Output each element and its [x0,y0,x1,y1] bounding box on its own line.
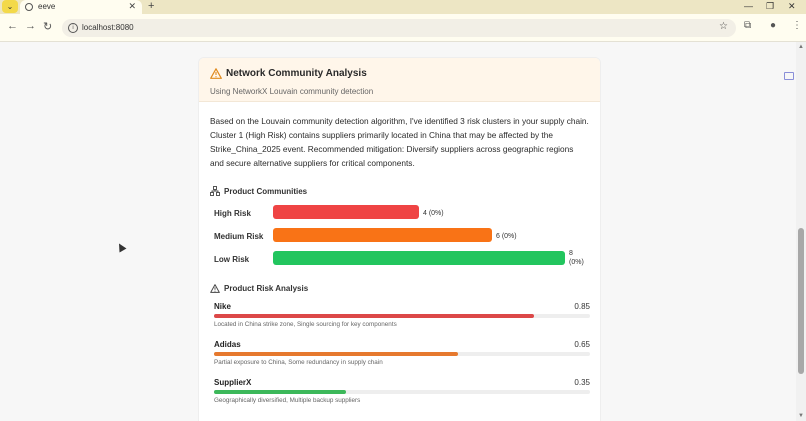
risk-item-description: Geographically diversified, Multiple bac… [214,397,361,404]
risk-item-adidas: Adidas 0.65 Partial exposure to China, S… [210,340,590,378]
menu-icon[interactable]: ⋮ [792,20,802,31]
community-value: 4 (0%) [423,210,444,217]
community-track: 4 (0%) [273,205,565,219]
risk-analysis-title: Product Risk Analysis [224,284,309,293]
risk-item-name: Adidas [214,340,241,349]
card-title: Network Community Analysis [226,68,367,79]
risk-item-score: 0.65 [574,340,590,349]
tab-strip: ⌄ eeve ✕ + — ❐ ✕ [0,0,806,14]
profile-icon[interactable]: ● [770,20,777,31]
chevron-down-icon[interactable]: ⌄ [2,0,18,13]
risk-item-score: 0.35 [574,378,590,387]
mouse-cursor [115,241,127,253]
tab-title: eeve [38,2,56,11]
warning-icon [210,68,222,79]
risk-track [214,352,590,356]
close-icon[interactable]: ✕ [128,1,136,11]
card-header: Network Community Analysis Using Network… [199,58,600,102]
network-icon [210,186,220,196]
community-row-low: Low Risk 8 (0%) [210,246,590,269]
risk-track [214,390,590,394]
site-info-icon[interactable]: i [68,23,78,33]
community-value: 6 (0%) [496,233,517,240]
risk-track [214,314,590,318]
risk-fill [214,390,346,394]
reload-icon[interactable]: ↻ [43,21,53,33]
community-track: 8 (0%) [273,250,584,266]
mail-icon[interactable] [784,72,794,80]
community-row-high: High Risk 4 (0%) [210,200,590,223]
community-label: Low Risk [214,255,250,264]
card-subtitle: Using NetworkX Louvain community detecti… [210,87,374,96]
analysis-summary: Based on the Louvain community detection… [210,116,589,168]
browser-tab[interactable]: eeve ✕ [20,0,142,14]
risk-item-description: Partial exposure to China, Some redundan… [214,359,383,366]
communities-header: Product Communities [210,186,590,196]
risk-analysis-header: Product Risk Analysis [210,284,590,293]
community-track: 6 (0%) [273,228,565,242]
risk-item-name: SupplierX [214,378,252,387]
plus-icon[interactable]: + [148,0,155,12]
scroll-thumb[interactable] [798,228,804,374]
community-bar [273,251,565,265]
community-analysis-card: Network Community Analysis Using Network… [198,57,601,421]
address-bar[interactable]: i localhost:8080 ☆ [62,19,736,37]
communities-title: Product Communities [224,186,308,196]
forward-icon[interactable]: → [25,20,36,32]
scroll-up-icon[interactable]: ▲ [798,44,804,50]
product-communities: Product Communities High Risk 4 (0%) Med… [210,186,590,269]
community-bar [273,205,419,219]
risk-item-supplierx: SupplierX 0.35 Geographically diversifie… [210,378,590,416]
risk-fill [214,314,534,318]
community-label: Medium Risk [214,232,264,241]
star-icon[interactable]: ☆ [719,21,728,32]
risk-item-description: Located in China strike zone, Single sou… [214,321,397,328]
community-label: High Risk [214,209,251,218]
minimize-icon[interactable]: — [744,1,753,11]
page-scrollbar[interactable]: ▲ ▼ [796,42,806,421]
risk-fill [214,352,459,356]
product-risk-analysis: Product Risk Analysis Nike 0.85 Located … [210,284,590,416]
community-value: 8 (0%) [569,250,584,266]
extensions-icon[interactable]: ⧉ [744,20,752,31]
warning-icon [210,284,220,293]
back-icon[interactable]: ← [7,20,18,32]
window-close-icon[interactable]: ✕ [788,1,796,11]
risk-item-name: Nike [214,302,231,311]
community-row-medium: Medium Risk 6 (0%) [210,223,590,246]
scroll-down-icon[interactable]: ▼ [798,413,804,419]
risk-item-nike: Nike 0.85 Located in China strike zone, … [210,302,590,340]
url-text[interactable]: localhost:8080 [82,23,134,32]
risk-item-score: 0.85 [574,302,590,311]
browser-toolbar: ← → ↻ i localhost:8080 ☆ ⧉ ● ⋮ [0,14,806,42]
globe-icon [25,3,33,11]
restore-icon[interactable]: ❐ [766,1,775,11]
community-bar [273,228,492,242]
